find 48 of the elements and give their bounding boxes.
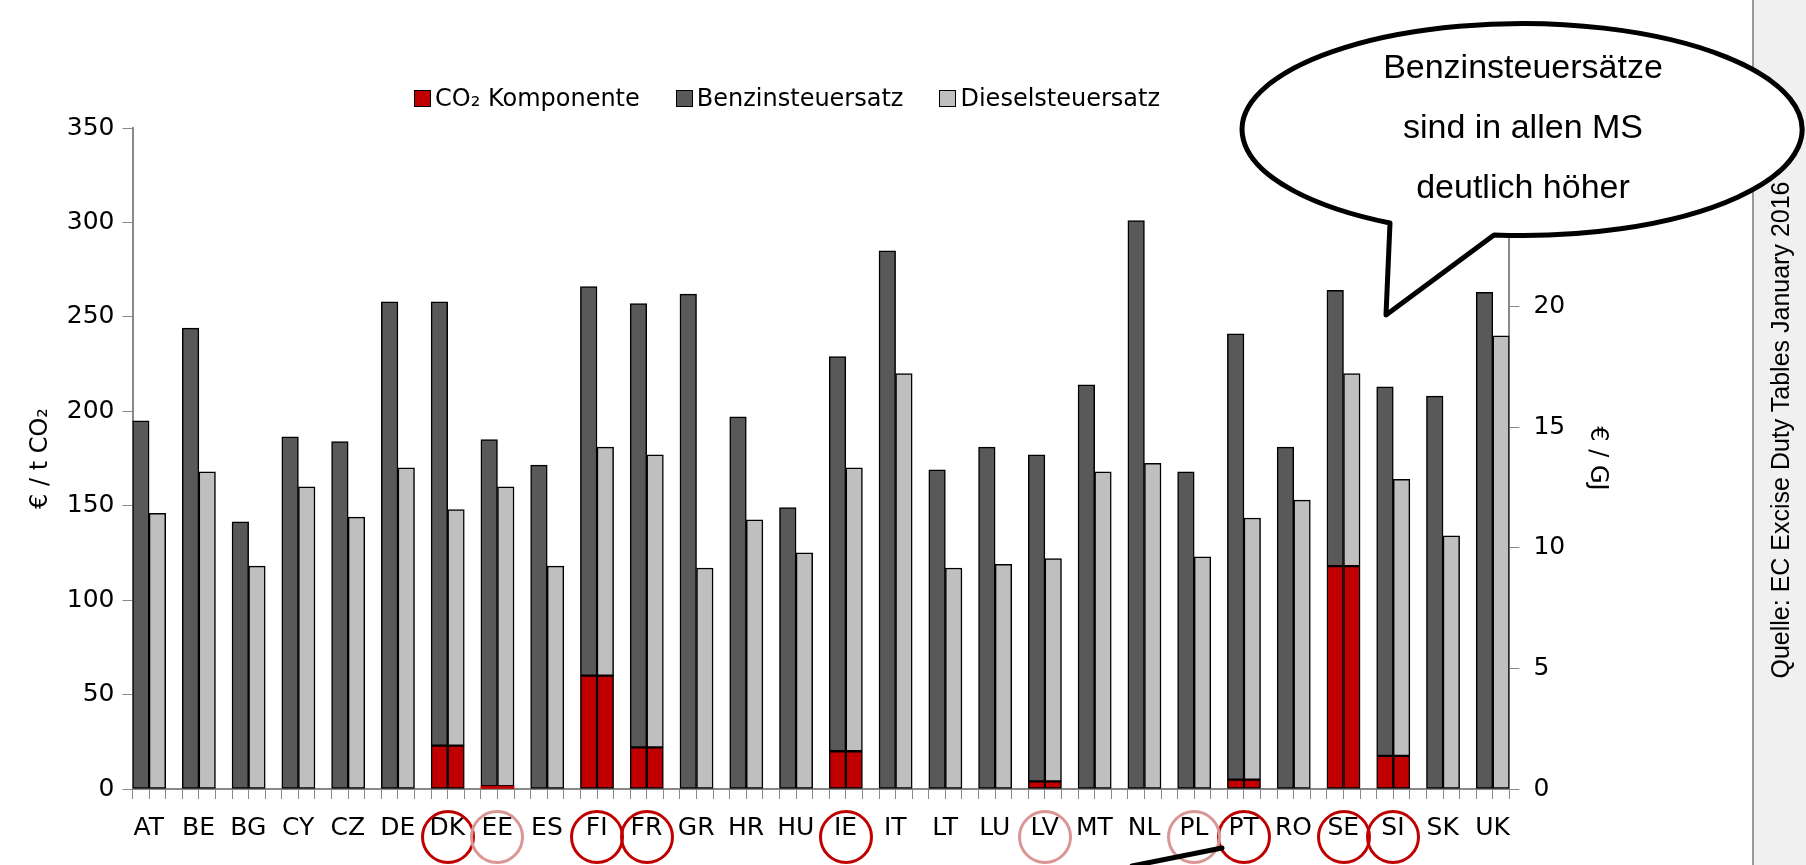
x-tick-label: CZ [330, 811, 366, 841]
legend-label: Benzinsteuersatz [696, 84, 904, 112]
annotation: Benzinsteuersätze sind in allen MS deutlich höher [1382, 46, 1664, 207]
y-axis-title: € / t CO₂ [24, 408, 53, 509]
source-note: Quelle: EC Excise Duty Tables January 2016 [1765, 181, 1795, 679]
x-tick-label: DE [380, 811, 416, 841]
x-tick-label: IT [883, 811, 908, 841]
x-tick-label: NL [1127, 811, 1161, 841]
y2-tick-label: 0 [1533, 772, 1550, 802]
x-tick-label: SE [1327, 811, 1360, 841]
x-tick-label: HR [727, 811, 765, 841]
x-tick-label: SI [1381, 811, 1405, 841]
x-tick-label: PL [1179, 811, 1209, 841]
x-tick-label: GR [677, 811, 715, 841]
y-tick-label: 100 [66, 583, 115, 613]
y2-tick-label: 10 [1533, 531, 1566, 561]
x-tick-label: UK [1475, 811, 1511, 841]
x-tick-label: FR [630, 811, 663, 841]
x-tick-label: CY [281, 811, 315, 841]
x-tick-label: AT [133, 811, 165, 841]
x-tick-label: LT [932, 811, 959, 841]
y-tick-label: 150 [66, 489, 115, 519]
y-tick-label: 0 [98, 772, 115, 802]
x-tick-label: BG [230, 811, 267, 841]
x-tick-label: FI [585, 811, 608, 841]
y2-tick-label: 15 [1533, 410, 1566, 440]
y-tick-label: 50 [82, 678, 115, 708]
x-tick-label: PT [1228, 811, 1260, 841]
x-tick-label: ES [531, 811, 563, 841]
y2-tick-label: 20 [1533, 290, 1566, 320]
y2-tick-label: 5 [1533, 651, 1550, 681]
y-tick-label: 350 [66, 111, 115, 141]
x-tick-label: EE [481, 811, 513, 841]
y-tick-label: 300 [66, 205, 115, 235]
y-tick-label: 200 [66, 394, 115, 424]
x-tick-label: SK [1426, 811, 1460, 841]
x-tick-label: HU [777, 811, 815, 841]
y2-axis-title: € / GJ [1585, 426, 1614, 491]
y-tick-label: 250 [66, 300, 115, 330]
legend-label: Dieselsteuersatz [960, 84, 1161, 112]
x-tick-label: IE [833, 811, 858, 841]
x-tick-label: BE [182, 811, 216, 841]
legend-label: CO₂ Komponente [435, 84, 640, 112]
x-tick-label: RO [1274, 811, 1312, 841]
x-tick-label: LV [1030, 811, 1059, 841]
x-tick-label: DK [429, 811, 466, 841]
x-tick-label: MT [1075, 811, 1114, 841]
x-tick-label: LU [979, 811, 1011, 841]
